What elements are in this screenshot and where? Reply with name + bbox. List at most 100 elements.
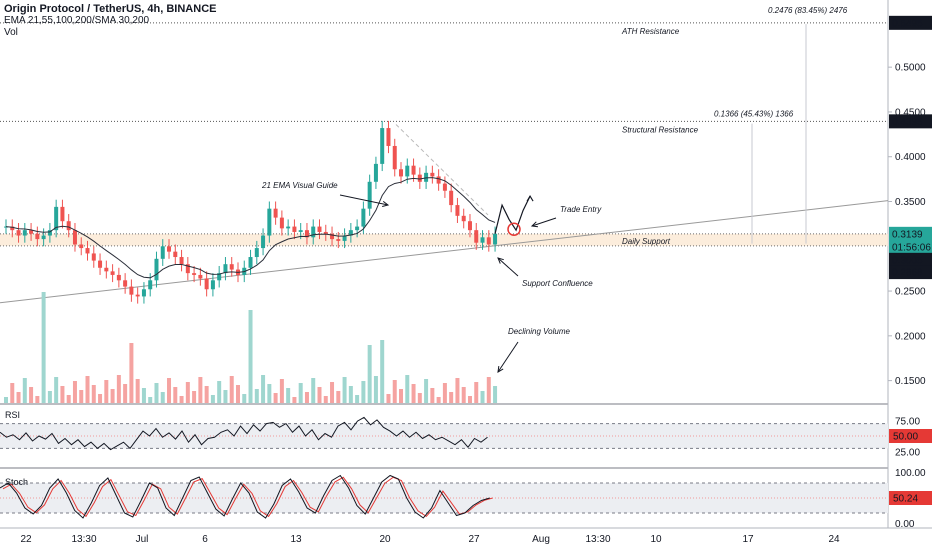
declining-volume-arrow: [497, 341, 519, 373]
candle-body: [367, 181, 372, 209]
support-confluence-arrow-head: [497, 257, 504, 264]
candle-body: [455, 205, 460, 216]
candle-body: [480, 237, 485, 243]
volume-bar: [47, 391, 52, 403]
volume-bar: [424, 379, 429, 403]
ema-guide-arrow-head: [382, 200, 390, 207]
support-confluence-arrow: [497, 257, 519, 277]
rsi-value-tag: [889, 429, 932, 443]
volume-bar: [449, 392, 454, 403]
measure-label: 0.2476 (83.45%) 2476: [768, 6, 848, 15]
time-axis-label: 17: [742, 534, 754, 545]
volume-bar: [35, 396, 40, 403]
price-tag-label: 0.3139: [892, 229, 923, 240]
volume-bar: [279, 379, 284, 403]
volume-bar: [116, 375, 121, 403]
volume-bar: [141, 388, 146, 403]
candle-body: [198, 274, 203, 279]
stoch-value: 50.24: [893, 494, 918, 505]
volume-bar: [455, 378, 460, 403]
volume-bar: [98, 394, 103, 403]
candle-body: [386, 128, 391, 146]
measure-label: 0.1366 (45.43%) 1366: [714, 109, 794, 118]
volume-bar: [348, 386, 353, 403]
volume-bar: [292, 397, 297, 403]
volume-bar: [474, 382, 479, 403]
volume-bar: [467, 396, 472, 403]
volume-bar: [29, 387, 34, 403]
time-axis-label: 20: [379, 534, 391, 545]
rising-trendline: [0, 200, 889, 304]
volume-bar: [85, 376, 90, 403]
time-axis-label: 13: [290, 534, 302, 545]
support-confluence-label: Support Confluence: [522, 279, 593, 288]
candle-body: [54, 206, 59, 231]
volume-bar: [336, 391, 341, 403]
candle-body: [467, 221, 472, 231]
time-axis-label: 13:30: [585, 534, 610, 545]
time-axis-label: Aug: [532, 534, 550, 545]
candle-body: [323, 231, 328, 234]
candle-body: [110, 271, 115, 275]
stoch-label: Stoch: [5, 477, 28, 487]
candle-body: [442, 183, 447, 191]
volume-bar: [185, 382, 190, 403]
volume-bar: [304, 392, 309, 403]
rsi-tick: 25.00: [895, 448, 920, 459]
candle-body: [16, 230, 21, 236]
support-zone: [0, 233, 888, 246]
price-tag: [889, 226, 932, 241]
time-axis-label: 24: [828, 534, 840, 545]
volume-bar: [204, 386, 209, 403]
candle-body: [330, 233, 335, 240]
symbol-title[interactable]: Origin Protocol / TetherUS, 4h, BINANCE: [4, 3, 217, 15]
candle-body: [392, 145, 397, 170]
candle-body: [304, 230, 309, 238]
volume-bar: [461, 387, 466, 403]
volume-bar: [154, 383, 159, 403]
volume-bar: [298, 383, 303, 403]
time-axis-label: Jul: [136, 534, 149, 545]
indicators-legend[interactable]: EMA 21,55,100,200/SMA 30,200: [4, 15, 150, 26]
time-axis-label: 13:30: [71, 534, 96, 545]
volume-bar: [72, 381, 77, 403]
price-tick-label: 0.5000: [895, 63, 926, 74]
candle-body: [185, 264, 190, 274]
chart-header: Origin Protocol / TetherUS, 4h, BINANCE …: [4, 3, 216, 39]
falling-trendline: [395, 124, 489, 216]
stoch-tick: 100.00: [895, 468, 926, 479]
candle-body: [129, 286, 134, 295]
volume-bar: [261, 375, 266, 403]
candle-body: [342, 235, 347, 241]
volume-bar: [330, 382, 335, 403]
candle-body: [204, 278, 209, 290]
price-tag: [889, 265, 932, 280]
volume-bar: [317, 387, 322, 403]
volume-bar: [311, 378, 316, 403]
projection-arrowhead: [526, 194, 534, 202]
volume-bar: [4, 397, 8, 403]
candle-body: [29, 230, 34, 234]
candle-body: [223, 264, 228, 274]
price-pane: [4, 120, 498, 304]
volume-legend[interactable]: Vol: [4, 27, 18, 38]
candle-body: [85, 248, 90, 254]
candle-body: [123, 280, 128, 287]
volume-bar: [355, 395, 360, 403]
volume-bar: [79, 390, 84, 403]
projection-path: [494, 195, 531, 234]
candle-body: [179, 257, 184, 265]
volume-bar: [248, 310, 253, 403]
daily-support-label: Daily Support: [622, 237, 671, 246]
volume-bar: [60, 386, 65, 403]
volume-bar: [110, 389, 115, 403]
volume-bar: [267, 384, 272, 403]
price-tick-label: 0.1500: [895, 376, 926, 387]
volume-bar: [66, 395, 71, 403]
volume-bar: [41, 292, 46, 403]
volume-bar: [242, 394, 247, 403]
volume-bar: [229, 376, 234, 403]
candle-body: [417, 174, 422, 182]
volume-bar: [399, 389, 404, 403]
